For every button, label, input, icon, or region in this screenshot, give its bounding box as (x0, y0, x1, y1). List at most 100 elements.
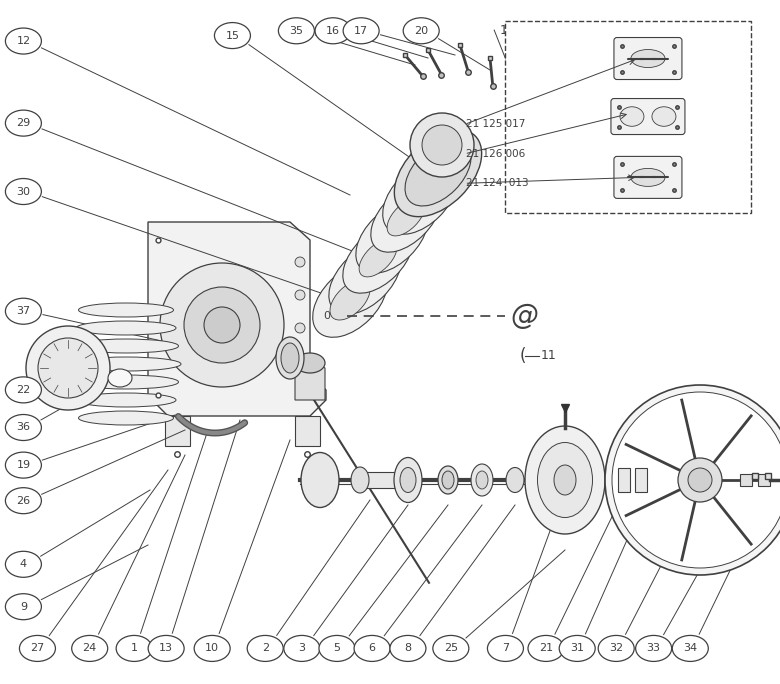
Circle shape (295, 323, 305, 333)
Text: 13: 13 (159, 644, 173, 653)
Ellipse shape (116, 635, 152, 661)
Circle shape (295, 356, 305, 366)
Ellipse shape (370, 182, 441, 252)
Ellipse shape (5, 452, 41, 478)
Bar (758, 474, 770, 486)
Text: 29: 29 (16, 118, 30, 128)
Ellipse shape (79, 411, 173, 425)
Text: 27: 27 (30, 644, 44, 653)
Ellipse shape (356, 201, 428, 273)
Ellipse shape (20, 635, 55, 661)
Circle shape (160, 263, 284, 387)
Text: 21 124  013: 21 124 013 (466, 179, 529, 188)
Ellipse shape (383, 159, 457, 235)
Ellipse shape (343, 18, 379, 44)
Circle shape (184, 287, 260, 363)
Text: 0: 0 (324, 311, 331, 321)
Ellipse shape (351, 467, 369, 493)
Ellipse shape (525, 426, 605, 534)
Ellipse shape (471, 464, 493, 496)
Ellipse shape (276, 337, 304, 379)
Text: 9: 9 (20, 602, 27, 611)
Circle shape (612, 392, 780, 568)
Circle shape (38, 338, 98, 398)
Circle shape (678, 458, 722, 502)
Bar (295, 416, 320, 446)
Ellipse shape (71, 357, 181, 371)
Text: 19: 19 (16, 460, 30, 470)
Ellipse shape (5, 298, 41, 324)
Ellipse shape (5, 110, 41, 136)
Ellipse shape (395, 129, 482, 217)
Text: @: @ (510, 302, 538, 330)
Ellipse shape (394, 458, 422, 503)
Ellipse shape (672, 635, 708, 661)
Text: 1: 1 (131, 644, 137, 653)
Text: 4: 4 (20, 560, 27, 569)
Ellipse shape (620, 107, 644, 127)
FancyBboxPatch shape (614, 157, 682, 198)
Ellipse shape (79, 303, 173, 317)
Ellipse shape (5, 28, 41, 54)
Text: 25: 25 (444, 644, 458, 653)
Text: 37: 37 (16, 306, 30, 316)
Circle shape (410, 113, 474, 177)
Text: 11: 11 (541, 349, 556, 363)
Ellipse shape (343, 223, 413, 293)
Ellipse shape (215, 23, 250, 49)
Text: 36: 36 (16, 423, 30, 432)
Ellipse shape (528, 635, 564, 661)
Text: 2: 2 (261, 644, 269, 653)
Bar (740, 474, 752, 486)
Text: 5: 5 (334, 644, 340, 653)
Ellipse shape (476, 471, 488, 489)
Ellipse shape (313, 263, 388, 337)
Ellipse shape (72, 635, 108, 661)
Ellipse shape (278, 18, 314, 44)
Text: 33: 33 (647, 644, 661, 653)
Text: 32: 32 (609, 644, 623, 653)
Ellipse shape (315, 18, 351, 44)
Ellipse shape (359, 239, 397, 277)
Text: 31: 31 (570, 644, 584, 653)
Text: 6: 6 (369, 644, 375, 653)
Text: 35: 35 (289, 26, 303, 36)
Ellipse shape (636, 635, 672, 661)
Ellipse shape (76, 321, 176, 335)
Circle shape (605, 385, 780, 575)
Ellipse shape (537, 443, 593, 518)
Ellipse shape (5, 377, 41, 403)
Circle shape (26, 326, 110, 410)
Text: (: ( (519, 347, 526, 365)
Ellipse shape (5, 415, 41, 440)
Text: 10: 10 (205, 644, 219, 653)
Ellipse shape (400, 467, 416, 492)
Text: 17: 17 (354, 26, 368, 36)
Text: 22: 22 (16, 385, 30, 395)
Circle shape (204, 307, 240, 343)
Circle shape (422, 125, 462, 165)
Ellipse shape (354, 635, 390, 661)
Text: 26: 26 (16, 496, 30, 505)
Text: 24: 24 (83, 644, 97, 653)
Text: 21 125 017: 21 125 017 (466, 120, 526, 129)
Text: 34: 34 (683, 644, 697, 653)
Ellipse shape (438, 466, 458, 494)
Bar (505, 21, 751, 213)
Ellipse shape (405, 140, 471, 206)
Text: 15: 15 (225, 31, 239, 40)
Text: 8: 8 (404, 644, 412, 653)
Ellipse shape (631, 49, 665, 68)
Bar (360, 472, 405, 488)
Ellipse shape (73, 375, 179, 389)
Text: 30: 30 (16, 187, 30, 196)
FancyBboxPatch shape (614, 38, 682, 79)
Ellipse shape (442, 471, 454, 489)
Text: 20: 20 (414, 26, 428, 36)
Ellipse shape (194, 635, 230, 661)
Ellipse shape (329, 242, 401, 314)
Polygon shape (148, 222, 326, 416)
Ellipse shape (403, 18, 439, 44)
Ellipse shape (390, 635, 426, 661)
FancyBboxPatch shape (611, 98, 685, 135)
